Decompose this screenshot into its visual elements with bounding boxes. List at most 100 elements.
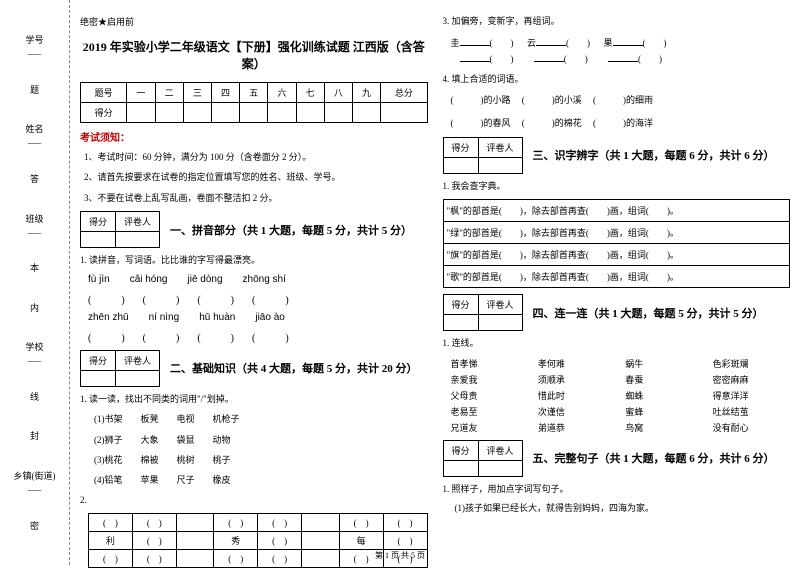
h8: 八: [324, 83, 352, 103]
q4b: 的小溪: [555, 95, 582, 105]
lk1: 枫: [450, 206, 459, 216]
q3c1: 圭: [451, 38, 460, 48]
part5-title: 五、完整句子（共 1 大题，每题 6 分，共计 6 分）: [533, 450, 775, 466]
h3: 三: [183, 83, 211, 103]
notice-1: 1、考试时间：60 分钟，满分为 100 分（含卷面分 2 分）。: [84, 150, 428, 164]
mg10: 惜此时: [538, 389, 615, 402]
wo1: (1)书架 板凳 电视 机枪子: [94, 412, 428, 426]
m4a: 得分: [443, 295, 478, 315]
q4-row2: ( )的春风 ( )的棉花 ( )的海洋: [451, 115, 791, 131]
binding-label-0: 学号___: [25, 33, 43, 56]
mg1: 首孝悌: [451, 357, 528, 370]
q4a: 的小路: [484, 95, 511, 105]
content-columns: 绝密★启用前 2019 年实验小学二年级语文【下册】强化训练试题 江西版（含答案…: [70, 0, 800, 565]
py5: zhēn zhū: [88, 312, 129, 323]
h5: 五: [240, 83, 268, 103]
lk3: 旗: [450, 250, 459, 260]
h9: 九: [352, 83, 380, 103]
q4-row1: ( )的小路 ( )的小溪 ( )的细雨: [451, 92, 791, 108]
vert-1: 答: [30, 172, 39, 185]
vert-0: 题: [30, 83, 39, 96]
m2b: 评卷人: [116, 350, 160, 370]
mg19: 鸟窝: [625, 421, 702, 434]
h0: 题号: [81, 83, 127, 103]
match-grid: 首孝悌孝何难蜗牛色彩斑斓 亲爱我须顺承春蚕密密麻麻 父母责惜此时蜘蛛得意洋洋 老…: [451, 357, 791, 434]
score-label: 得分: [81, 103, 127, 123]
lk4: 歌: [450, 272, 459, 282]
marker-table-1: 得分评卷人: [80, 211, 160, 248]
mg8: 密密麻麻: [713, 373, 790, 386]
m2a: 得分: [81, 350, 116, 370]
lk2: 绿: [450, 228, 459, 238]
paren-row-2: ( )( )( )( ): [88, 329, 428, 344]
q4: 4. 填上合适的词语。: [443, 73, 791, 87]
q3: 3. 加偏旁，变新字，再组词。: [443, 15, 791, 29]
cc1: 利: [89, 532, 133, 550]
mg16: 吐丝结茧: [713, 405, 790, 418]
py8: jiāo ào: [255, 312, 284, 323]
py7: hū huàn: [199, 312, 235, 323]
marker-table-4: 得分评卷人: [443, 294, 523, 331]
q4d: 的春风: [484, 118, 511, 128]
wo3: (3)桃花 棉被 桃树 桃子: [94, 453, 428, 467]
q3-blanks: 圭( ) 云( ) 果( ) ( ) ( ) ( ): [451, 35, 791, 67]
mg12: 得意洋洋: [713, 389, 790, 402]
part2-q2: 2.: [80, 494, 428, 508]
vert-2: 本: [30, 261, 39, 274]
score-table: 题号 一 二 三 四 五 六 七 八 九 总分 得分: [80, 82, 428, 123]
h4: 四: [211, 83, 239, 103]
notice-2: 2、请首先按要求在试卷的指定位置填写您的姓名、班级、学号。: [84, 170, 428, 184]
wo2: (2)狮子 大象 袋鼠 动物: [94, 433, 428, 447]
m4b: 评卷人: [478, 295, 522, 315]
score-header-row: 题号 一 二 三 四 五 六 七 八 九 总分: [81, 83, 428, 103]
exam-title: 2019 年实验小学二年级语文【下册】强化训练试题 江西版（含答案）: [80, 38, 428, 72]
binding-label-2: 班级___: [25, 212, 43, 235]
py3: jiē dòng: [188, 274, 223, 285]
paren-row-1: ( )( )( )( ): [88, 291, 428, 306]
m1b: 评卷人: [116, 212, 160, 232]
part2-title: 二、基础知识（共 4 大题，每题 5 分，共计 20 分）: [170, 360, 418, 376]
m3b: 评卷人: [478, 137, 522, 157]
h7: 七: [296, 83, 324, 103]
mg15: 蜜蜂: [625, 405, 702, 418]
mg2: 孝何难: [538, 357, 615, 370]
notice-title: 考试须知：: [80, 129, 428, 144]
part3-title: 三、识字辨字（共 1 大题，每题 6 分，共计 6 分）: [533, 147, 775, 163]
h10: 总分: [381, 83, 427, 103]
mg17: 兄道友: [451, 421, 528, 434]
part3-q: 1. 我会查字典。: [443, 180, 791, 194]
h2: 二: [155, 83, 183, 103]
m5b: 评卷人: [478, 440, 522, 460]
mg5: 亲爱我: [451, 373, 528, 386]
marker-table-5: 得分评卷人: [443, 440, 523, 477]
part5-q: 1. 照样子，用加点字词写句子。: [443, 483, 791, 497]
part2-q: 1. 读一读，找出不同类的词用"/"划掉。: [80, 393, 428, 407]
mg11: 蜘蛛: [625, 389, 702, 402]
mg18: 弟道恭: [538, 421, 615, 434]
binding-label-3: 学校___: [25, 340, 43, 363]
py2: cǎi hóng: [130, 274, 168, 285]
marker-table-3: 得分评卷人: [443, 137, 523, 174]
m5a: 得分: [443, 440, 478, 460]
mg6: 须顺承: [538, 373, 615, 386]
m3a: 得分: [443, 137, 478, 157]
mg13: 老易至: [451, 405, 528, 418]
part5-eg: (1)孩子如果已经长大，就得告别妈妈，四海为家。: [455, 502, 791, 516]
py1: fù jìn: [88, 274, 110, 285]
lookup-table: "枫"的部首是( )，除去部首再查( )画，组词( )。 "绿"的部首是( )，…: [443, 199, 791, 288]
score-value-row: 得分: [81, 103, 428, 123]
h6: 六: [268, 83, 296, 103]
mg14: 次谨信: [538, 405, 615, 418]
q4e: 的棉花: [555, 118, 582, 128]
vert-5: 封: [30, 429, 39, 442]
mg9: 父母责: [451, 389, 528, 402]
binding-margin: 学号___ 题 姓名___ 答 班级___ 本 内 学校___ 线 封 乡镇(街…: [0, 0, 70, 565]
binding-label-4: 乡镇(街道)___: [14, 469, 56, 492]
py6: ní nìng: [149, 312, 180, 323]
cc3: 每: [339, 532, 383, 550]
mg20: 没有耐心: [713, 421, 790, 434]
mg3: 蜗牛: [625, 357, 702, 370]
notice-3: 3、不要在试卷上乱写乱画，卷面不整洁扣 2 分。: [84, 191, 428, 205]
wo4: (4)铅笔 苹果 尺子 橡皮: [94, 473, 428, 487]
marker-table-2: 得分评卷人: [80, 350, 160, 387]
